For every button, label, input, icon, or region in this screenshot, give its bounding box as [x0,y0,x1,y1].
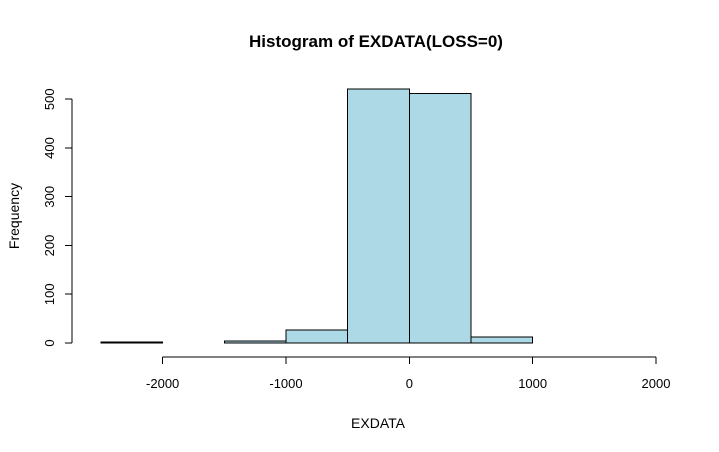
y-tick-label: 500 [42,88,57,110]
y-tick-label: 200 [42,235,57,257]
histogram-bars [100,88,534,344]
x-tick-label: -2000 [146,376,179,391]
histogram-bar [408,92,472,344]
y-tick-label: 0 [42,339,57,346]
x-tick-label: -1000 [269,376,302,391]
y-tick-label: 100 [42,283,57,305]
x-tick-label: 2000 [642,376,671,391]
y-tick-label: 300 [42,186,57,208]
y-axis-label: Frequency [6,183,22,249]
x-axis: -2000 -1000 0 1000 2000 [146,356,671,391]
histogram-bar [347,88,410,344]
histogram-bar [470,336,534,344]
x-axis-label: EXDATA [351,415,406,431]
y-axis: 0 100 200 300 400 500 [42,88,73,347]
x-tick-label: 0 [406,376,413,391]
histogram-bar [285,329,349,344]
chart-title: Histogram of EXDATA(LOSS=0) [249,32,503,51]
y-tick-label: 400 [42,137,57,159]
histogram-bar [223,340,287,344]
x-tick-label: 1000 [518,376,547,391]
histogram-bar [100,341,164,344]
